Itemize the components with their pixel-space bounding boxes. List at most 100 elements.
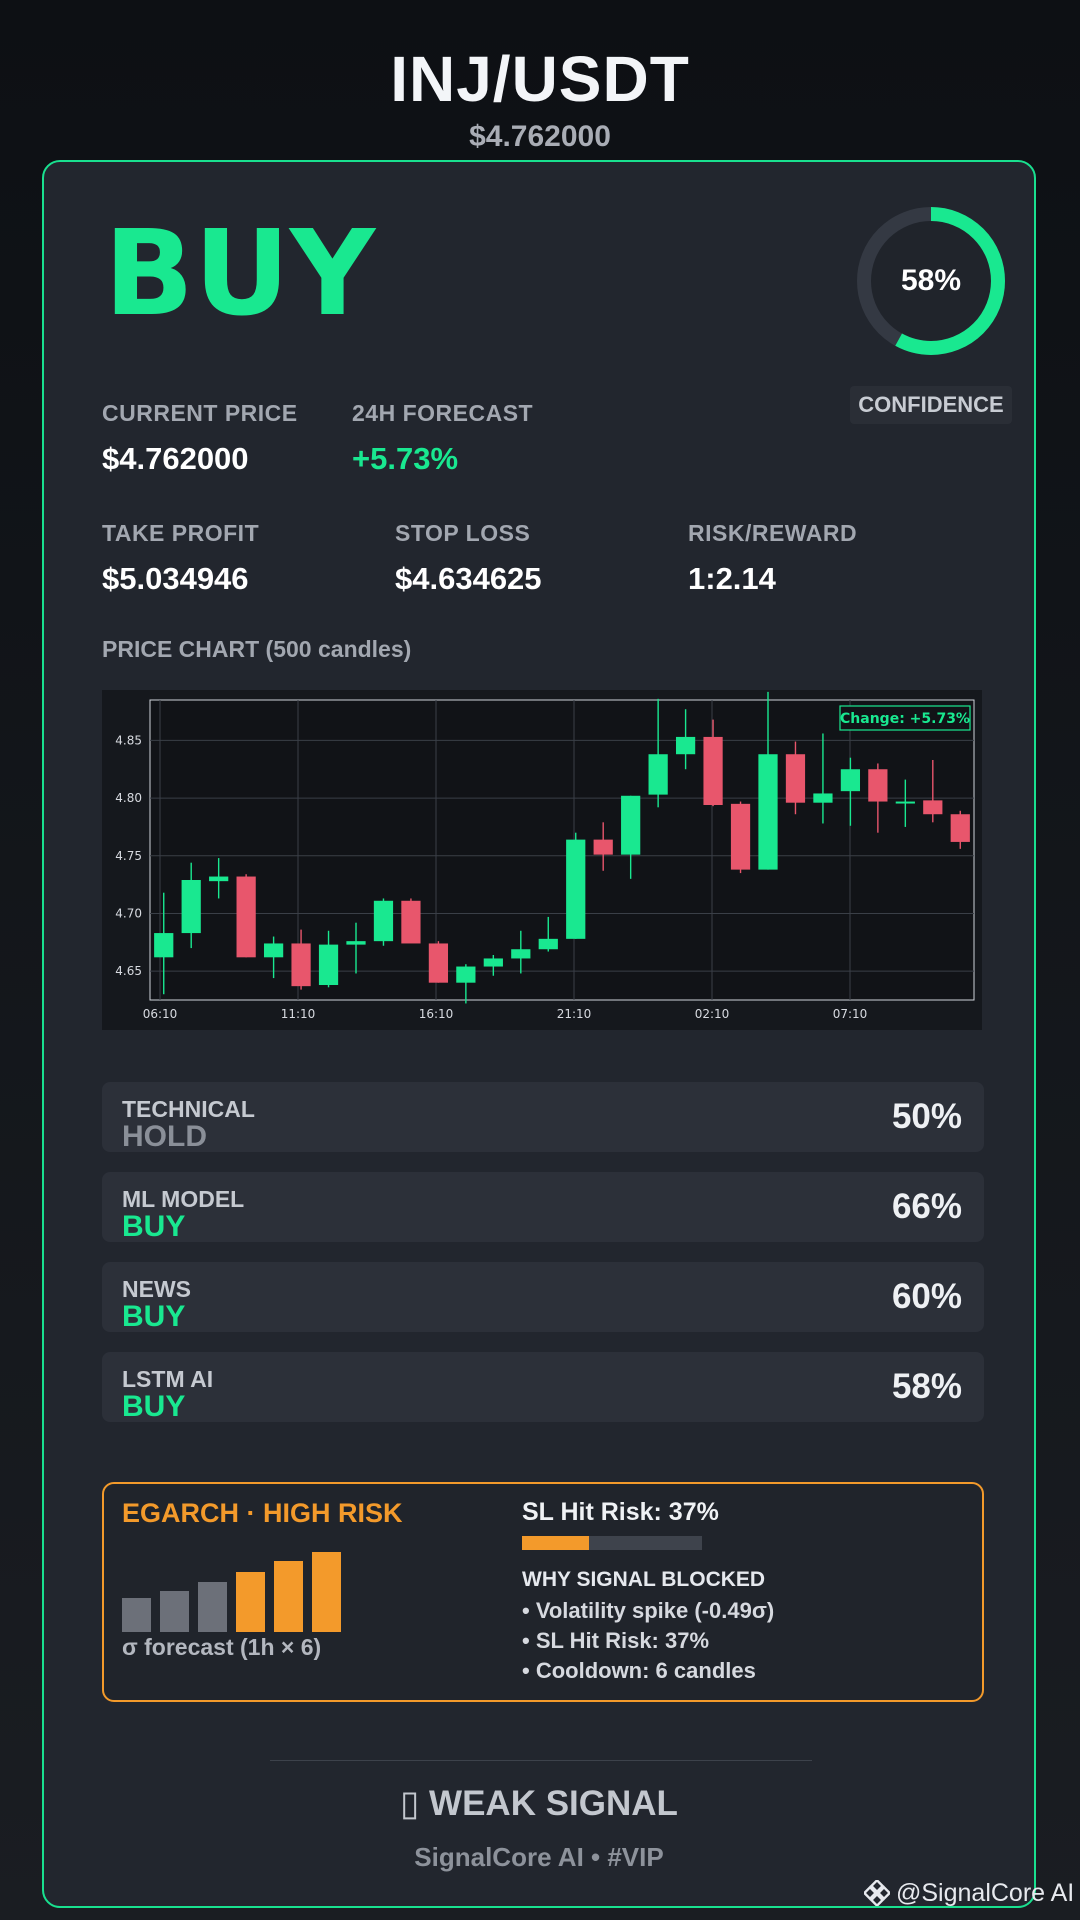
candle-body	[373, 900, 394, 942]
sigma-caption: σ forecast (1h × 6)	[122, 1634, 322, 1660]
candle-body	[209, 876, 229, 882]
signal-card: BUY 58% CONFIDENCE CURRENT PRICE $4.7620…	[42, 160, 1036, 1908]
model-row-ml-model: ML MODEL BUY 66%	[102, 1172, 984, 1242]
x-tick-label: 16:10	[419, 1007, 454, 1021]
change-annotation: Change: +5.73%	[840, 711, 970, 727]
candle-body	[401, 900, 421, 944]
stop-loss-value: $4.634625	[395, 561, 542, 596]
model-signal: BUY	[122, 1210, 186, 1243]
current-price-stat: CURRENT PRICE $4.762000	[102, 400, 298, 477]
why-blocked-title: WHY SIGNAL BLOCKED	[522, 1568, 766, 1591]
candle-body	[813, 793, 833, 803]
candle-body	[154, 933, 174, 958]
candlestick-chart: 4.65 4.70 4.75 4.80 4.85 06:10 11:10 16:10 21:10…	[115, 691, 975, 1021]
candle-body	[703, 736, 723, 805]
signal-verdict: ▯ WEAK SIGNAL	[400, 1784, 678, 1823]
y-tick-label: 4.75	[115, 849, 142, 863]
sigma-bar	[160, 1591, 189, 1632]
sl-hit-risk-fill	[522, 1536, 589, 1550]
model-confidence: 60%	[891, 1277, 962, 1316]
x-tick-label: 11:10	[281, 1007, 316, 1021]
forecast-value: +5.73%	[352, 441, 459, 476]
model-signal: HOLD	[122, 1120, 207, 1153]
confidence-value: 58%	[900, 264, 962, 297]
y-tick-label: 4.65	[115, 964, 142, 978]
model-row-lstm-ai: LSTM AI BUY 58%	[102, 1352, 984, 1422]
price-chart: 4.65 4.70 4.75 4.80 4.85 06:10 11:10 16:10 21:10…	[102, 690, 982, 1030]
chart-section-label: PRICE CHART (500 candles)	[102, 636, 412, 662]
model-name: NEWS	[122, 1276, 191, 1302]
candle-body	[483, 958, 503, 967]
candle-body	[181, 880, 201, 934]
candle-body	[868, 769, 888, 802]
current-price-value: $4.762000	[102, 441, 249, 476]
confidence-ring	[857, 207, 1005, 355]
x-tick-label: 02:10	[695, 1007, 730, 1021]
risk-reward-stat: RISK/REWARD 1:2.14	[688, 520, 857, 597]
why-blocked-list: • Volatility spike (-0.49σ) • SL Hit Ris…	[522, 1596, 774, 1686]
forecast-stat: 24H FORECAST +5.73%	[352, 400, 533, 477]
model-name: TECHNICAL	[122, 1096, 255, 1122]
candle-body	[648, 754, 668, 795]
watermark-text: @SignalCore AI	[896, 1878, 1075, 1907]
plot-area	[149, 699, 975, 1001]
candle-body	[593, 839, 613, 855]
model-confidence: 58%	[891, 1367, 962, 1406]
risk-title: EGARCH · HIGH RISK	[122, 1498, 403, 1528]
candle-body	[566, 839, 586, 939]
model-name: ML MODEL	[122, 1186, 245, 1212]
exchange-logo-icon	[864, 1880, 890, 1906]
sl-hit-risk-title: SL Hit Risk: 37%	[522, 1498, 719, 1526]
risk-reward-value: 1:2.14	[688, 561, 776, 596]
pair-title: INJ/USDT	[390, 43, 690, 115]
sigma-forecast-bars	[122, 1552, 362, 1632]
why-blocked-item: • SL Hit Risk: 37%	[522, 1628, 710, 1653]
candle-body	[346, 941, 366, 945]
confidence-gauge: 58%	[854, 204, 1008, 358]
signal-action: BUY	[104, 204, 376, 342]
why-blocked-item: • Volatility spike (-0.49σ)	[522, 1598, 775, 1623]
why-blocked-item: • Cooldown: 6 candles	[522, 1658, 756, 1683]
candle-body	[291, 943, 311, 987]
stop-loss-stat: STOP LOSS $4.634625	[395, 520, 542, 597]
pair-price: $4.762000	[469, 120, 611, 153]
model-signal: BUY	[122, 1300, 186, 1333]
model-name: LSTM AI	[122, 1366, 214, 1392]
candle-body	[236, 876, 256, 958]
candle-body	[538, 938, 558, 950]
sigma-bar	[274, 1561, 303, 1632]
candle-body	[950, 814, 970, 842]
sl-hit-risk-bar	[522, 1536, 702, 1550]
candle-body	[758, 754, 778, 870]
sigma-bar	[236, 1572, 265, 1632]
model-confidence: 66%	[891, 1187, 962, 1226]
confidence-ring-fill	[857, 207, 1005, 355]
stop-loss-label: STOP LOSS	[395, 520, 531, 546]
current-price-label: CURRENT PRICE	[102, 400, 298, 426]
model-confidence: 50%	[891, 1097, 962, 1136]
candle-body	[840, 769, 861, 792]
risk-panel: EGARCH · HIGH RISK σ forecast (1h × 6) S…	[102, 1482, 984, 1702]
sigma-bar	[122, 1598, 151, 1632]
footer-divider	[270, 1760, 812, 1761]
y-tick-label: 4.70	[115, 906, 142, 920]
sigma-bar	[312, 1552, 341, 1632]
take-profit-label: TAKE PROFIT	[102, 520, 260, 546]
x-tick-label: 07:10	[833, 1007, 868, 1021]
model-row-technical: TECHNICAL HOLD 50%	[102, 1082, 984, 1152]
candle-body	[923, 800, 943, 815]
candle-body	[730, 803, 751, 870]
candle-body	[456, 966, 476, 983]
take-profit-value: $5.034946	[102, 561, 249, 596]
candle-body	[263, 943, 284, 958]
y-tick-label: 4.85	[115, 733, 142, 747]
candle-body	[785, 754, 806, 803]
candle-body	[318, 944, 339, 985]
footer-brand: SignalCore AI • #VIP	[414, 1842, 664, 1872]
candle-body	[895, 801, 915, 804]
watermark: @SignalCore AI	[864, 1876, 1074, 1910]
model-row-news: NEWS BUY 60%	[102, 1262, 984, 1332]
candle-body	[675, 736, 696, 755]
x-tick-label: 21:10	[557, 1007, 592, 1021]
risk-reward-label: RISK/REWARD	[688, 520, 858, 546]
